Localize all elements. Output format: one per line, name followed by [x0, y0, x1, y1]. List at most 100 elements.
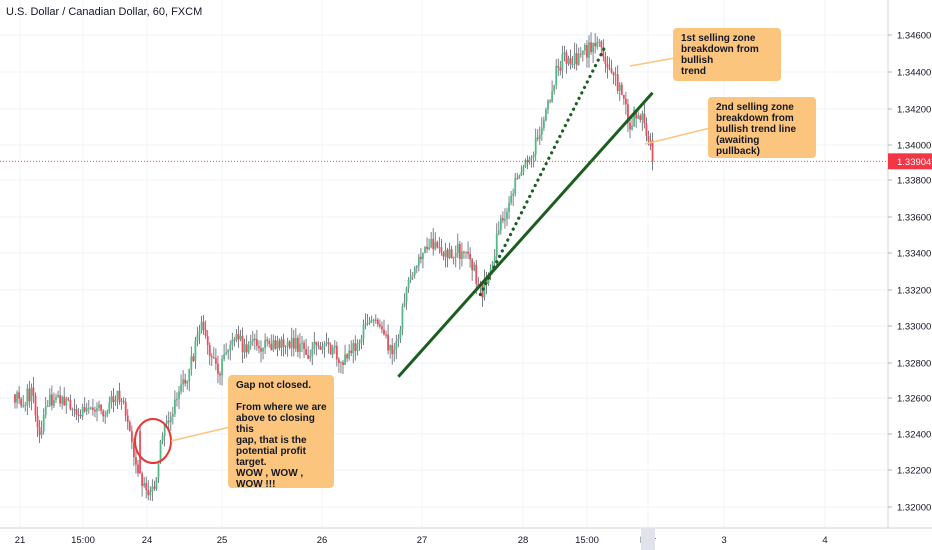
candle-body	[602, 46, 605, 57]
candle-body	[491, 261, 494, 269]
candle-body	[633, 109, 635, 127]
candle-body	[176, 398, 178, 400]
candle-body	[256, 339, 258, 346]
candle-body	[362, 324, 365, 339]
candle-body	[206, 336, 209, 345]
candle-body	[452, 257, 455, 259]
candle-body	[280, 339, 283, 348]
annotation-line: pullback)	[716, 146, 760, 157]
candle-body	[561, 53, 564, 71]
candle-body	[645, 123, 648, 136]
trendline-solid[interactable]	[397, 91, 654, 378]
candle-body	[397, 338, 400, 342]
candle-body	[461, 251, 463, 260]
annotation-line: breakdown from	[681, 44, 759, 55]
trend-lines	[134, 44, 711, 464]
candle-body	[299, 343, 301, 352]
candle-body	[651, 140, 654, 162]
candle-body	[401, 306, 404, 330]
candle-body	[227, 350, 230, 353]
y-tick-label: 1.33000	[897, 322, 931, 333]
annotation-line: trend	[681, 66, 706, 77]
candle-body	[34, 395, 37, 416]
candle-body	[229, 344, 232, 351]
current-price-badge	[888, 153, 932, 170]
candle-body	[243, 344, 246, 353]
candle-body	[329, 344, 332, 355]
candle-body	[288, 341, 291, 348]
annotation-gap-not-closed[interactable]: Gap not closed. From where we are above t…	[228, 375, 334, 490]
candle-body	[182, 379, 184, 385]
candle-body	[102, 410, 105, 417]
y-tick-label: 1.33800	[897, 176, 931, 187]
candle-body	[387, 334, 389, 351]
candle-body	[524, 160, 527, 168]
candle-body	[434, 242, 437, 250]
candle-body	[245, 344, 248, 353]
candle-body	[215, 357, 217, 364]
candle-body	[167, 420, 170, 423]
candle-body	[424, 246, 426, 254]
candle-body	[469, 253, 471, 260]
annotation-first-selling-zone[interactable]: 1st selling zone breakdown from bullish tre…	[673, 28, 781, 81]
candle-body	[473, 264, 476, 271]
annotation-second-selling-zone[interactable]: 2nd selling zone breakdown from bullish tr…	[708, 97, 816, 158]
candle-body	[372, 319, 375, 321]
trendline-dotted[interactable]	[478, 44, 608, 297]
candle-body	[151, 486, 154, 492]
candle-body	[381, 326, 383, 330]
candle-body	[360, 338, 363, 343]
candle-body	[532, 154, 535, 157]
candle-body	[110, 396, 113, 403]
candle-body	[422, 253, 424, 260]
y-tick-label: 1.32200	[897, 466, 931, 477]
candle-body	[116, 390, 119, 400]
x-tick-label: 15:00	[71, 535, 95, 546]
candle-body	[98, 404, 100, 408]
y-tick-label: 1.34400	[897, 68, 931, 79]
candle-body	[311, 348, 314, 356]
candle-body	[18, 392, 20, 399]
candle-body	[135, 457, 137, 465]
candle-body	[297, 337, 299, 352]
y-tick-label: 1.34200	[897, 105, 931, 116]
annotation-line: 2nd selling zone	[716, 102, 794, 113]
candle-body	[212, 357, 215, 359]
candle-body	[67, 398, 70, 400]
candle-body	[338, 359, 340, 363]
candle-body	[202, 321, 205, 330]
candle-body	[586, 45, 588, 58]
candle-body	[545, 109, 547, 121]
candle-body	[612, 72, 615, 76]
candle-body	[481, 284, 484, 298]
candle-body	[94, 409, 96, 412]
candle-body	[463, 251, 465, 253]
candle-body	[456, 244, 459, 254]
candle-body	[528, 158, 531, 163]
candle-body	[325, 342, 328, 344]
candle-body	[540, 127, 543, 135]
candle-body	[508, 202, 510, 213]
candle-body	[130, 431, 133, 443]
candle-body	[106, 411, 109, 416]
candle-body	[149, 491, 152, 496]
candle-body	[219, 373, 221, 376]
annotation-line: WOW , WOW ,	[236, 468, 304, 479]
candle-body	[73, 409, 76, 411]
annotation-line: Gap not closed.	[236, 380, 312, 391]
candle-body	[346, 354, 348, 359]
price-axis[interactable]	[888, 0, 932, 550]
candle-body	[643, 113, 646, 124]
candle-body	[155, 477, 158, 489]
candle-body	[178, 391, 180, 399]
candle-body	[409, 276, 412, 280]
candle-body	[235, 333, 238, 340]
candle-body	[114, 399, 117, 403]
candle-body	[122, 400, 125, 402]
candle-body	[165, 420, 168, 424]
candle-body	[118, 390, 121, 402]
candle-body	[415, 265, 418, 269]
